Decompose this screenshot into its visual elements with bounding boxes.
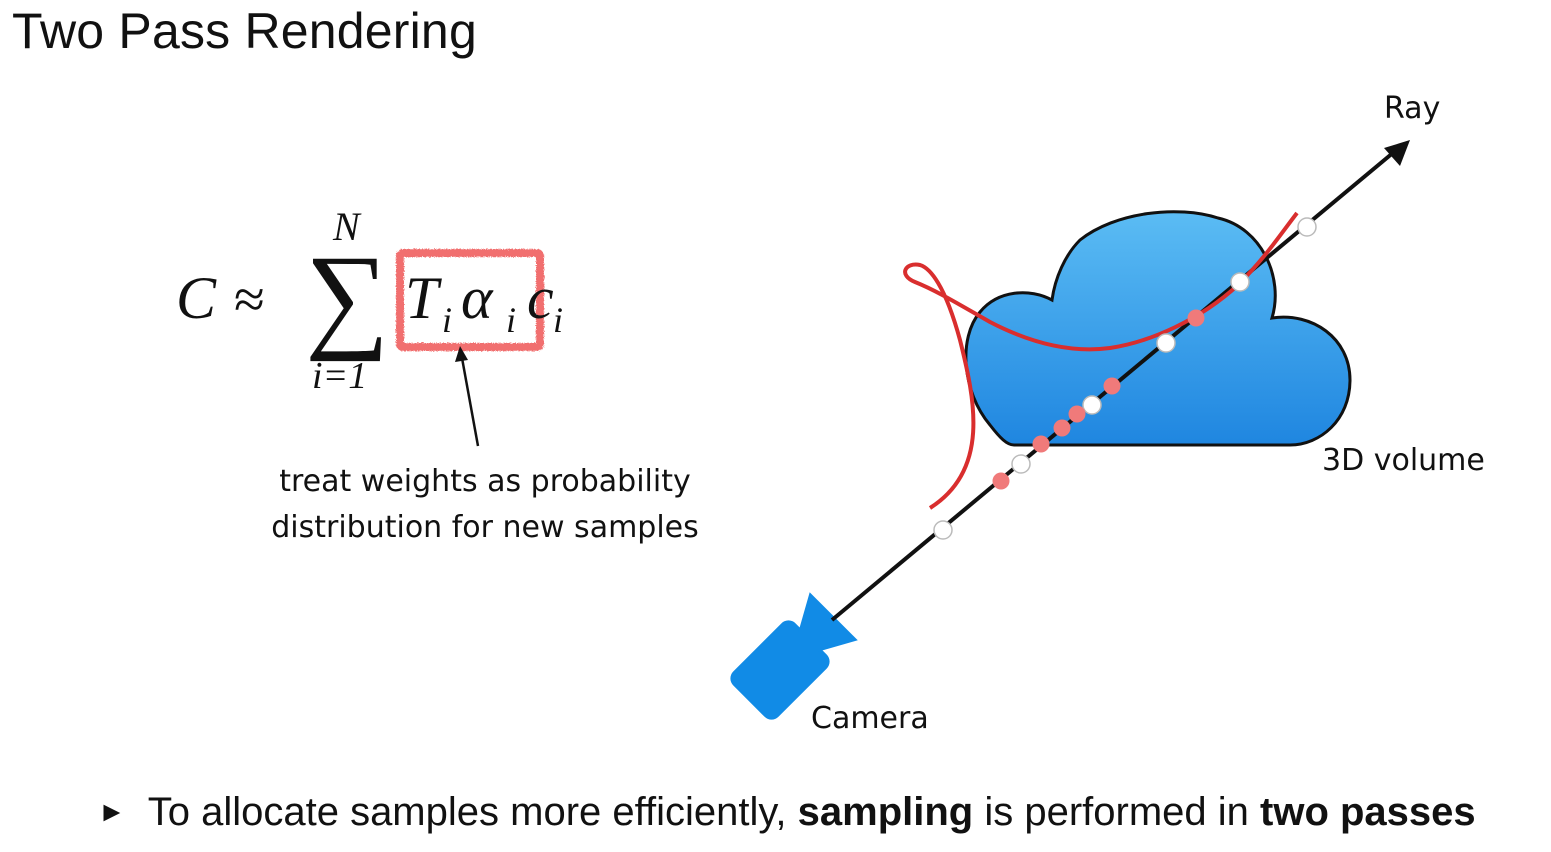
fine-sample-point (992, 472, 1010, 490)
weight-distribution-curve (903, 211, 1299, 510)
camera-icon (730, 592, 858, 720)
coarse-sample-point (1011, 454, 1031, 474)
term-T-subscript: i (442, 300, 452, 340)
equation-approx: ≈ (234, 269, 265, 331)
slide-title: Two Pass Rendering (12, 3, 477, 59)
cloud-volume (964, 210, 1352, 447)
coarse-samples (933, 217, 1317, 540)
fine-sample-point (1068, 405, 1086, 423)
bullet-text-1: To allocate samples more efficiently, (147, 790, 798, 834)
coarse-sample-point (1230, 272, 1250, 292)
term-c-subscript: i (553, 300, 563, 340)
bullet-point: ► To allocate samples more efficiently, s… (98, 790, 1476, 835)
camera-label: Camera (811, 701, 929, 736)
equation-lhs: C (176, 265, 217, 331)
coarse-sample-point (933, 520, 953, 540)
term-T: T (405, 265, 442, 331)
sum-lower-limit: i=1 (312, 355, 367, 397)
coarse-sample-point (1082, 395, 1102, 415)
term-c: c (527, 265, 554, 331)
volume-label: 3D volume (1322, 443, 1485, 478)
coarse-sample-point (1297, 217, 1317, 237)
annotation-line-1: treat weights as probability (279, 464, 691, 499)
fine-samples (992, 309, 1205, 490)
ray-arrowhead (1384, 140, 1410, 166)
bullet-bold-sampling: sampling (797, 790, 974, 834)
fine-sample-point (1053, 419, 1071, 437)
term-alpha-subscript: i (506, 300, 516, 340)
annotation-line-2: distribution for new samples (271, 510, 699, 545)
bullet-bold-two-passes: two passes (1260, 790, 1476, 834)
annotation-arrowhead (455, 346, 468, 362)
rendering-equation: C ≈ ∑ N i=1 T i α i c i (176, 204, 563, 397)
fine-sample-point (1187, 309, 1205, 327)
bullet-marker: ► (98, 796, 126, 827)
weight-highlight-box (396, 249, 544, 351)
ray-label: Ray (1384, 91, 1440, 126)
annotation: treat weights as probability distributio… (271, 346, 699, 545)
summation-sign: ∑ (305, 231, 389, 362)
coarse-sample-point (1156, 333, 1176, 353)
fine-sample-point (1032, 435, 1050, 453)
annotation-arrow-line (460, 357, 480, 447)
term-alpha: α (461, 265, 494, 331)
fine-sample-point (1103, 377, 1121, 395)
bullet-text-2: is performed in (973, 790, 1261, 834)
sum-upper-limit: N (332, 204, 362, 249)
